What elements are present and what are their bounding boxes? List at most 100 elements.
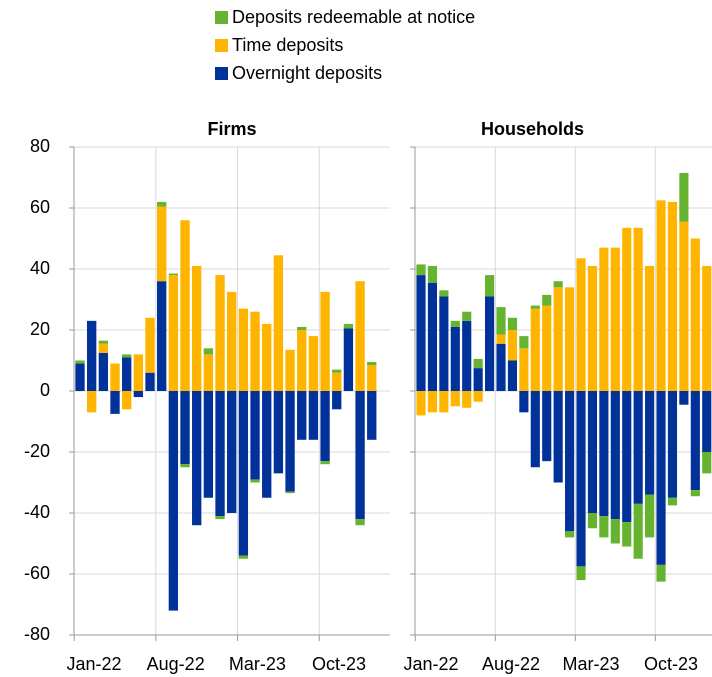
bar-segment (157, 281, 167, 391)
bar-segment (565, 391, 575, 532)
bar-segment (87, 320, 97, 391)
bar-segment (416, 391, 426, 416)
bar-segment (656, 564, 666, 582)
bar-segment (702, 391, 712, 452)
bar-segment (507, 330, 518, 361)
bar-segment (679, 221, 689, 391)
panel-title: Households (481, 119, 584, 139)
bar-segment (203, 354, 214, 391)
bar-segment (587, 265, 598, 391)
bar-segment (427, 265, 438, 283)
bar-segment (168, 391, 179, 611)
bar-segment (690, 391, 700, 491)
x-tick-label: Oct-23 (644, 654, 698, 674)
bar-segment (645, 391, 655, 495)
bar-segment (690, 490, 700, 497)
bar-segment (622, 522, 632, 547)
y-tick-label: -80 (24, 624, 50, 644)
bar-segment (599, 247, 609, 391)
bar-segment (355, 519, 365, 526)
bar-segment (416, 275, 426, 391)
bar-segment (367, 391, 377, 440)
bar-segment (122, 354, 132, 358)
bar-segment (656, 200, 666, 391)
bar-segment (462, 320, 472, 391)
bar-segment (439, 290, 449, 297)
bar-segment (576, 566, 586, 581)
bar-segment (122, 357, 132, 391)
bar-segment (496, 343, 506, 391)
bar-segment (462, 311, 472, 321)
bar-segment (332, 391, 342, 410)
bar-segment (610, 247, 620, 391)
bar-segment (622, 391, 632, 523)
bar-segment (450, 320, 460, 327)
bar-segment (645, 265, 655, 391)
bar-segment (110, 363, 120, 391)
bar-segment (633, 503, 643, 559)
y-tick-label: -20 (24, 441, 50, 461)
bar-segment (215, 391, 225, 517)
bar-segment (98, 340, 109, 344)
bar-segment (599, 391, 609, 517)
bar-segment (553, 391, 563, 483)
bar-segment (439, 391, 449, 413)
bar-segment (308, 391, 319, 440)
bar-segment (565, 287, 575, 391)
x-tick-label: Mar-23 (563, 654, 620, 674)
bar-segment (450, 326, 460, 391)
bar-segment (168, 273, 179, 276)
panel-title: Firms (207, 119, 256, 139)
bar-segment (180, 391, 190, 465)
bar-segment (75, 360, 85, 364)
bar-segment (297, 391, 307, 440)
bar-segment (320, 291, 330, 391)
bar-segment (250, 391, 260, 480)
bar-segment (262, 323, 272, 391)
bar-segment (203, 348, 214, 355)
y-tick-label: 60 (30, 197, 50, 217)
bar-segment (667, 497, 678, 506)
legend-label: Overnight deposits (232, 63, 382, 83)
bar-segment (122, 391, 132, 410)
bar-segment (427, 282, 438, 391)
bar-segment (227, 291, 237, 391)
x-tick-label: Aug-22 (147, 654, 205, 674)
y-tick-label: 0 (40, 380, 50, 400)
bar-segment (320, 461, 330, 465)
bar-segment (133, 391, 144, 398)
bar-segment (98, 343, 109, 353)
legend-swatch (215, 11, 228, 24)
bar-segment (133, 354, 144, 391)
bar-segment (542, 294, 552, 306)
bar-segment (192, 265, 202, 391)
bar-segment (485, 296, 495, 391)
bar-segment (238, 308, 249, 391)
bar-segment (180, 464, 190, 468)
bar-segment (285, 391, 295, 492)
x-tick-label: Oct-23 (312, 654, 366, 674)
bar-segment (250, 479, 260, 483)
bar-segment (238, 555, 249, 559)
bar-segment (215, 516, 225, 520)
x-tick-label: Mar-23 (229, 654, 286, 674)
x-tick-label: Jan-22 (403, 654, 458, 674)
bar-segment (633, 391, 643, 504)
bar-segment (542, 391, 552, 462)
bar-segment (98, 352, 109, 391)
bar-segment (427, 391, 438, 413)
bar-segment (355, 391, 365, 520)
bar-segment (203, 391, 214, 498)
bar-segment (416, 264, 426, 276)
bar-segment (530, 391, 540, 468)
legend-label: Deposits redeemable at notice (232, 7, 475, 27)
bar-segment (576, 391, 586, 567)
bar-segment (530, 305, 540, 309)
x-tick-label: Jan-22 (66, 654, 121, 674)
y-tick-label: 80 (30, 136, 50, 156)
bar-segment (262, 391, 272, 498)
bar-segment (599, 516, 609, 538)
bar-segment (332, 372, 342, 391)
bar-segment (576, 258, 586, 391)
